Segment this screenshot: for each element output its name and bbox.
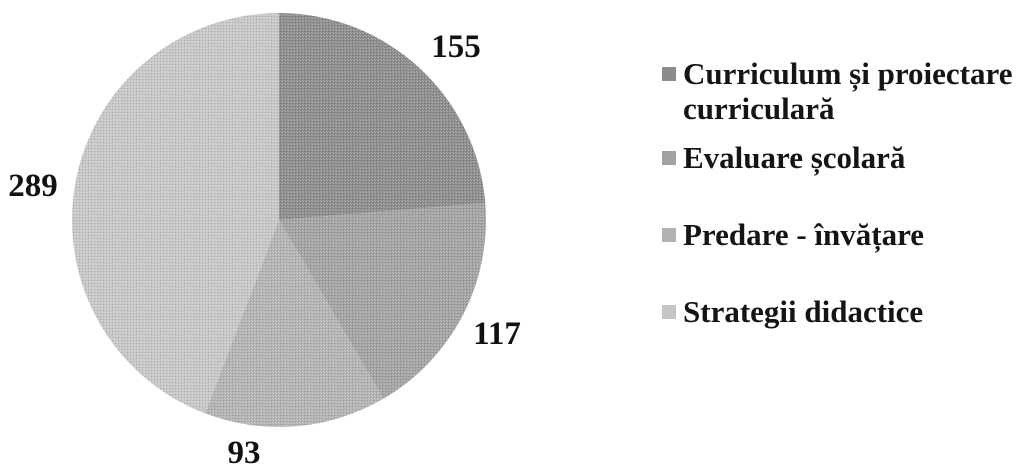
pie-value-label-evaluare: 117 (473, 316, 521, 352)
legend-label-evaluare: Evaluare școlară (683, 140, 906, 175)
pie-slice-labels: 155 117 93 289 (8, 29, 521, 471)
pie-slice-curriculum (279, 13, 486, 220)
legend-item-predare: Predare - învățare (662, 217, 1022, 252)
legend-swatch-evaluare (662, 151, 676, 165)
pie-value-label-curriculum: 155 (431, 29, 481, 65)
legend-item-curriculum: Curriculum și proiectare curriculară (662, 56, 1022, 126)
pie-value-label-strategii: 289 (8, 168, 58, 204)
pie-slices (71, 13, 487, 428)
pie-value-label-predare: 93 (228, 435, 261, 471)
legend-label-curriculum: Curriculum și proiectare curriculară (683, 56, 1012, 126)
legend-label-curriculum-line1: Curriculum și proiectare (683, 56, 1013, 91)
legend-label-curriculum-line2: curriculară (683, 91, 835, 126)
legend-item-evaluare: Evaluare școlară (662, 140, 1022, 175)
pie-slice-strategii (71, 13, 279, 414)
legend-swatch-predare (662, 228, 676, 242)
pie-slice-curriculum-texture (279, 13, 486, 220)
legend-swatch-curriculum (662, 67, 676, 81)
legend: Curriculum și proiectare curriculară Eva… (662, 56, 1022, 329)
pie-slice-strategii-texture (71, 13, 279, 414)
legend-item-strategii: Strategii didactice (662, 294, 1022, 329)
legend-label-predare: Predare - învățare (683, 217, 925, 252)
legend-label-strategii: Strategii didactice (683, 294, 924, 329)
pie-slice-evaluare (279, 203, 487, 399)
pie-slice-evaluare-texture (279, 203, 487, 399)
legend-swatch-strategii (662, 305, 676, 319)
pie-slice-predare (205, 220, 384, 428)
pie-slice-predare-texture (205, 220, 384, 428)
